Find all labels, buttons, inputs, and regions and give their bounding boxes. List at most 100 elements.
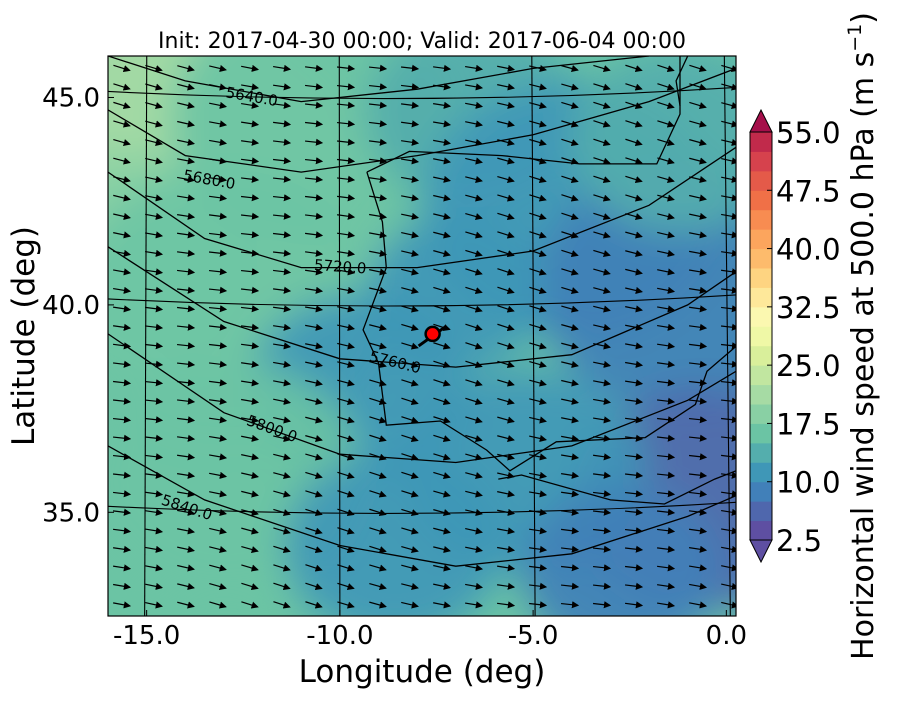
colorbar-extend-min bbox=[749, 539, 773, 564]
wind-arrow-shaft bbox=[369, 601, 387, 609]
meridian-line bbox=[338, 56, 341, 616]
wind-arrow-shaft bbox=[657, 157, 675, 165]
wind-arrow-shaft bbox=[273, 527, 291, 535]
wind-arrow-shaft bbox=[560, 601, 580, 609]
wind-arrow bbox=[465, 527, 483, 535]
wind-arrow-shaft bbox=[497, 83, 515, 91]
wind-arrow-shaft bbox=[305, 453, 323, 461]
wind-arrow-shaft bbox=[305, 582, 323, 591]
wind-arrow bbox=[241, 527, 259, 535]
wind-arrow bbox=[433, 416, 451, 424]
colorbar-tick-label: 17.5 bbox=[776, 407, 841, 441]
wind-arrow-shaft bbox=[113, 582, 132, 590]
wind-arrow bbox=[625, 342, 644, 350]
wind-arrow bbox=[657, 268, 676, 276]
wind-arrow-shaft bbox=[240, 249, 260, 257]
wind-arrow-shaft bbox=[177, 453, 196, 461]
wind-arrow-shaft bbox=[369, 397, 387, 406]
wind-arrow-shaft bbox=[625, 305, 643, 313]
wind-arrow-shaft bbox=[113, 64, 131, 73]
wind-arrow bbox=[560, 564, 580, 572]
wind-arrow bbox=[465, 545, 484, 553]
wind-arrow bbox=[368, 83, 388, 91]
wind-arrow bbox=[625, 83, 643, 91]
wind-arrow-shaft bbox=[688, 379, 708, 387]
wind-arrow bbox=[305, 601, 323, 609]
y-tick-label: 35.0 bbox=[42, 498, 100, 528]
wind-arrow bbox=[209, 397, 228, 405]
wind-arrow-shaft bbox=[529, 342, 547, 350]
wind-arrow-shaft bbox=[369, 305, 387, 313]
wind-arrow-shaft bbox=[625, 101, 643, 110]
wind-arrow bbox=[177, 157, 196, 165]
wind-arrow-shaft bbox=[721, 64, 736, 73]
wind-arrow-shaft bbox=[368, 101, 388, 109]
wind-arrow bbox=[433, 250, 451, 258]
contour-label: 5720.0 bbox=[313, 256, 367, 278]
wind-arrow bbox=[529, 508, 548, 516]
wind-arrow-shaft bbox=[176, 323, 196, 331]
wind-arrow bbox=[624, 527, 644, 535]
wind-arrow-shaft bbox=[401, 120, 420, 128]
wind-arrow bbox=[465, 101, 484, 109]
wind-arrow bbox=[497, 212, 515, 221]
wind-arrow-shaft bbox=[720, 379, 736, 387]
wind-arrow bbox=[240, 305, 260, 313]
wind-arrow-shaft bbox=[529, 305, 547, 313]
wind-arrow-shaft bbox=[721, 582, 736, 590]
wind-arrow bbox=[400, 64, 420, 72]
wind-arrow-shaft bbox=[337, 398, 355, 406]
wind-arrow bbox=[625, 120, 643, 128]
wind-arrow-shaft bbox=[592, 508, 612, 516]
wind-arrow bbox=[561, 342, 579, 350]
wind-arrow-shaft bbox=[272, 175, 292, 183]
wind-arrow-shaft bbox=[401, 416, 419, 424]
wind-arrow-shaft bbox=[433, 250, 451, 258]
wind-arrow bbox=[209, 175, 228, 183]
chart-title: Init: 2017-04-30 00:00; Valid: 2017-06-0… bbox=[158, 29, 686, 54]
x-axis: -15.0 -10.0 -5.0 0.0 bbox=[113, 610, 747, 651]
wind-arrow bbox=[689, 305, 708, 313]
wind-arrow-shaft bbox=[689, 101, 707, 110]
wind-arrow-shaft bbox=[465, 508, 483, 516]
wind-arrow bbox=[689, 194, 707, 202]
wind-arrow bbox=[657, 305, 676, 313]
wind-arrow-shaft bbox=[112, 416, 132, 424]
wind-arrow bbox=[272, 175, 292, 183]
wind-arrow-shaft bbox=[113, 212, 131, 220]
wind-arrow-shaft bbox=[497, 435, 515, 442]
wind-arrow-shaft bbox=[497, 139, 515, 146]
wind-arrow bbox=[369, 305, 387, 313]
wind-arrow-shaft bbox=[336, 64, 356, 72]
wind-arrow bbox=[529, 397, 547, 405]
wind-arrow bbox=[209, 527, 227, 535]
wind-arrow bbox=[529, 194, 547, 202]
wind-arrow-shaft bbox=[433, 527, 451, 535]
wind-arrow bbox=[401, 508, 419, 517]
wind-arrow bbox=[688, 360, 708, 368]
wind-arrow-shaft bbox=[561, 453, 580, 461]
wind-arrow bbox=[305, 379, 323, 387]
wind-arrow-shaft bbox=[625, 268, 643, 276]
wind-arrow-shaft bbox=[209, 583, 227, 591]
wind-arrow bbox=[465, 490, 483, 498]
wind-arrow-shaft bbox=[688, 323, 708, 331]
wind-arrow bbox=[337, 305, 356, 313]
colorbar-tick-label: 25.0 bbox=[776, 349, 841, 383]
wind-arrow-shaft bbox=[497, 64, 516, 72]
wind-arrow bbox=[529, 471, 548, 479]
wind-arrow-shaft bbox=[401, 434, 419, 443]
wind-arrow bbox=[241, 138, 260, 146]
wind-arrow bbox=[688, 342, 708, 350]
wind-arrow-shaft bbox=[241, 360, 260, 368]
wind-arrow bbox=[336, 120, 356, 128]
wind-arrow-shaft bbox=[561, 397, 579, 405]
wind-arrow-shaft bbox=[625, 138, 643, 147]
wind-arrow bbox=[241, 360, 260, 368]
wind-arrow-shaft bbox=[113, 101, 131, 110]
wind-arrow bbox=[624, 601, 644, 609]
colorbar-segment bbox=[750, 326, 772, 347]
wind-arrow-shaft bbox=[593, 101, 611, 110]
wind-arrow-shaft bbox=[433, 231, 451, 239]
wind-arrow bbox=[241, 453, 259, 461]
